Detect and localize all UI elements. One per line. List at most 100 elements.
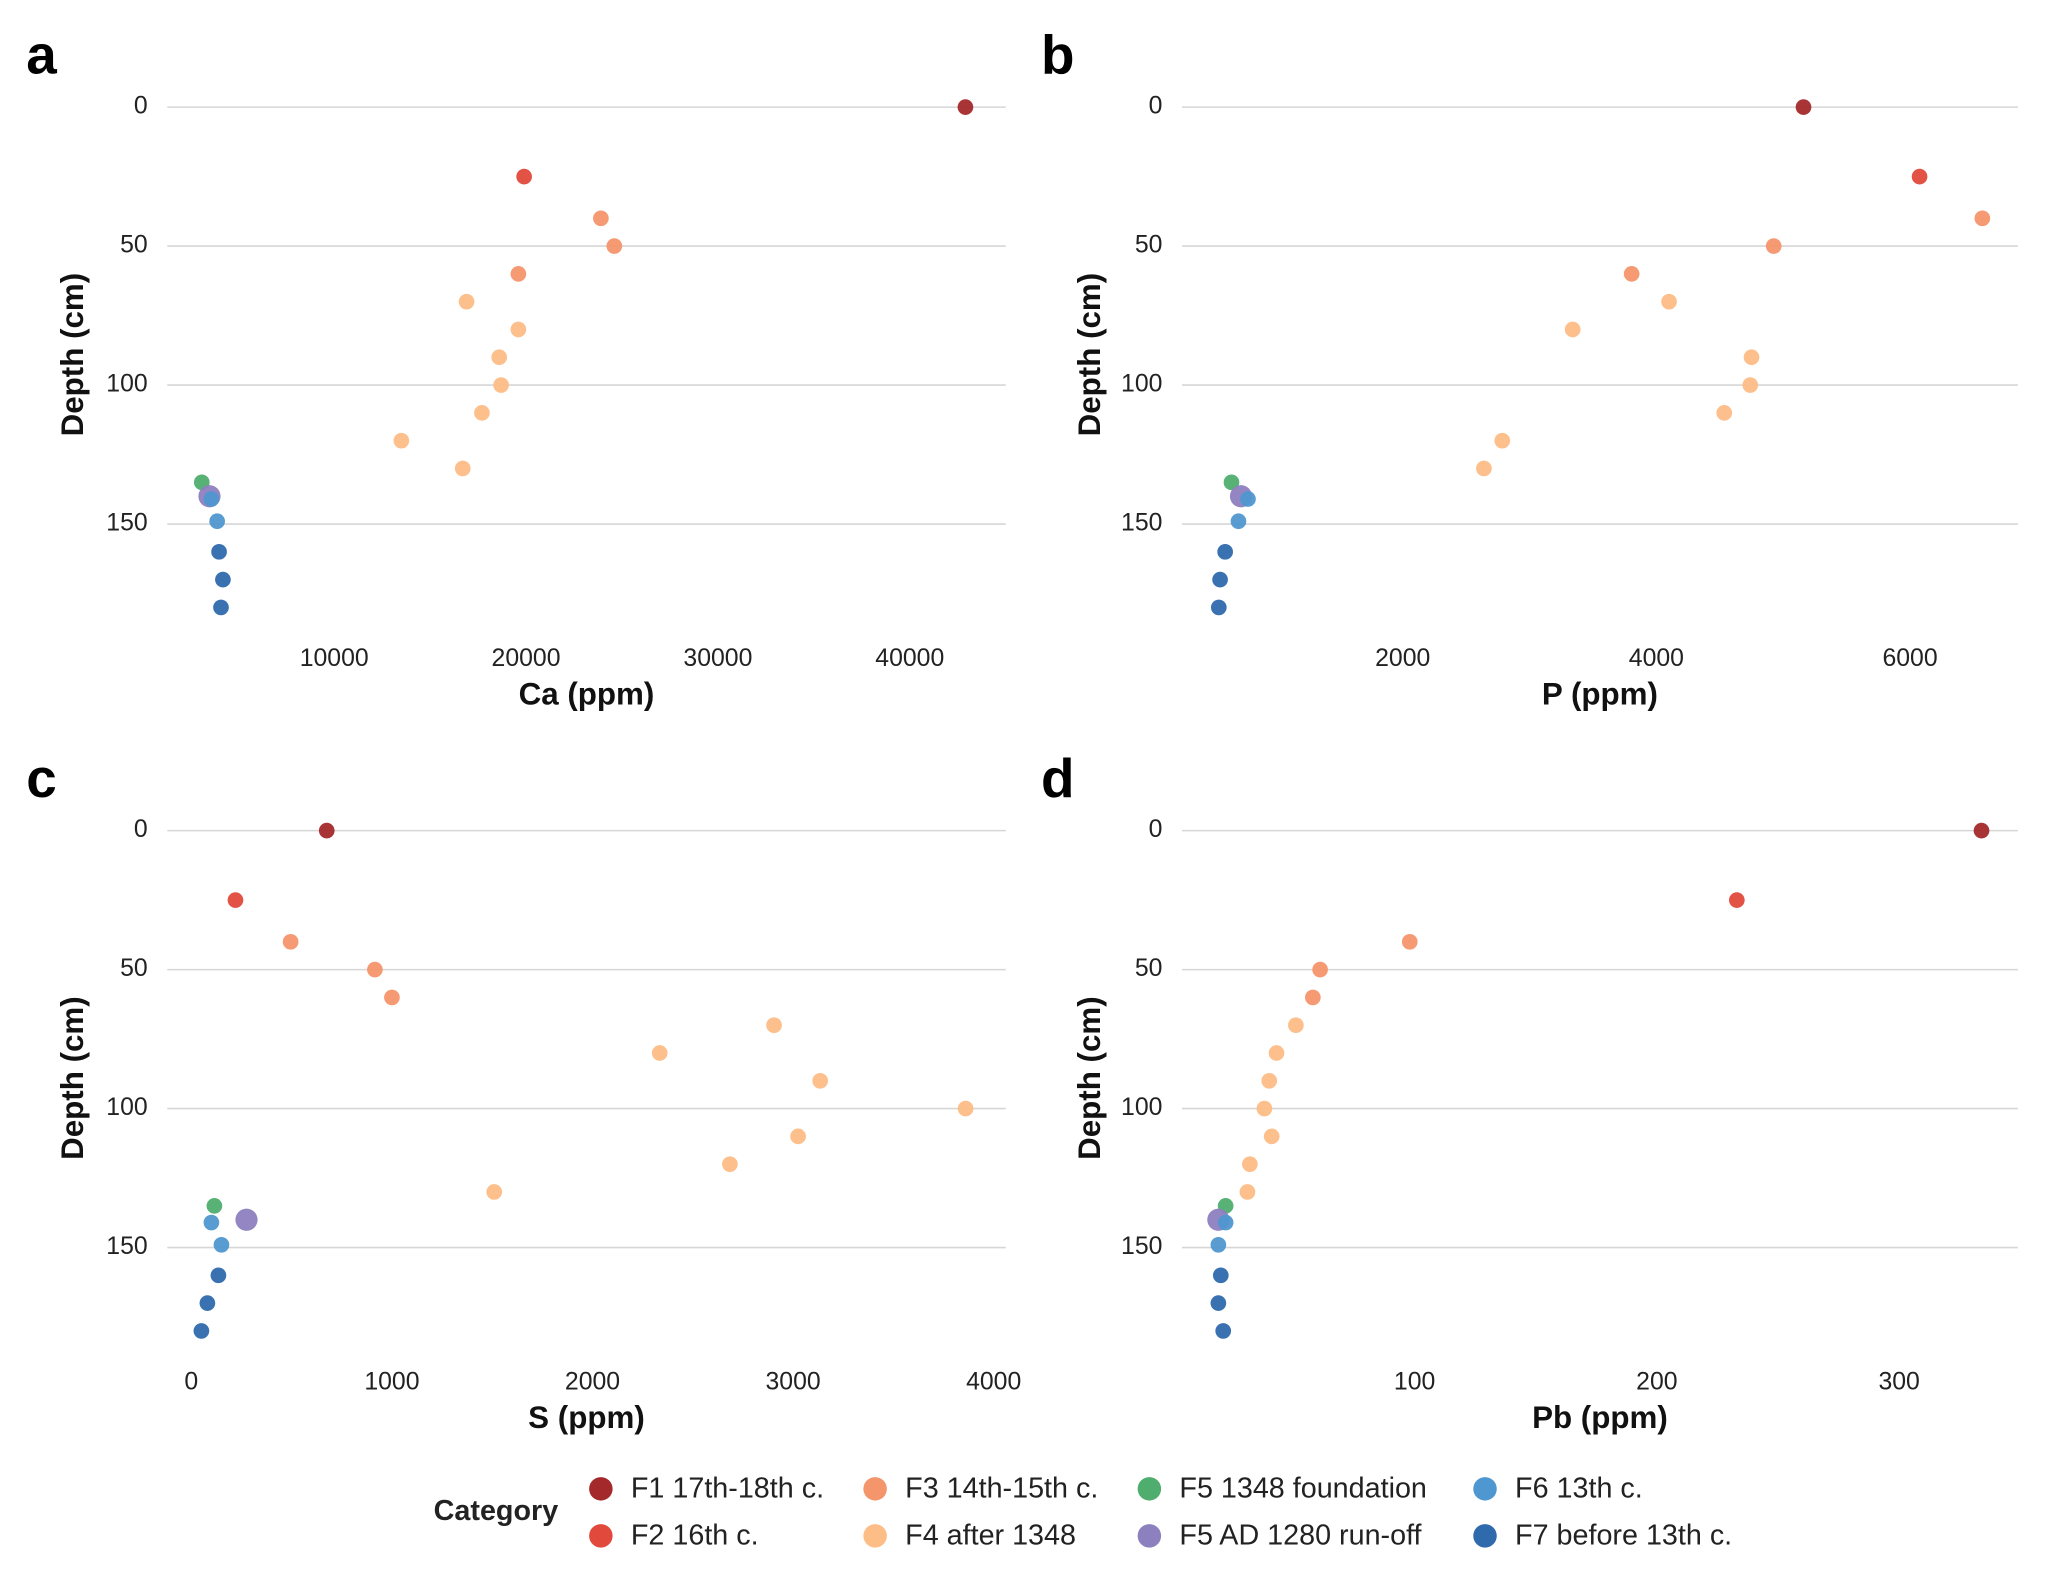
point — [510, 266, 527, 282]
point — [1263, 1128, 1280, 1145]
point — [593, 210, 609, 227]
point — [1743, 349, 1760, 366]
point — [957, 99, 974, 115]
x-tick-label: 3000 — [766, 1369, 821, 1396]
point — [1795, 99, 1812, 115]
point — [606, 238, 623, 254]
x-tick-label: 20000 — [492, 645, 561, 672]
legend-marker — [1473, 1477, 1497, 1501]
x-tick-label: 4000 — [966, 1369, 1021, 1396]
point — [1215, 1323, 1232, 1339]
point — [235, 1208, 258, 1231]
legend-marker — [1137, 1524, 1162, 1548]
point — [206, 1198, 223, 1214]
legend-title: Category — [434, 1495, 559, 1527]
y-tick-label: 100 — [1121, 371, 1162, 398]
point — [1239, 1184, 1256, 1200]
panel-letter: c — [26, 747, 57, 809]
point — [1223, 474, 1240, 491]
point — [1256, 1100, 1273, 1117]
point — [384, 989, 400, 1006]
point — [1242, 1156, 1258, 1173]
y-tick-label: 150 — [1121, 510, 1162, 537]
x-tick-label: 30000 — [683, 645, 752, 672]
point — [199, 1295, 216, 1311]
point — [1476, 460, 1492, 477]
x-tick-label: 1000 — [364, 1369, 419, 1396]
x-axis-label: Ca (ppm) — [519, 676, 655, 711]
y-tick-label: 150 — [1121, 1233, 1162, 1260]
point — [1210, 599, 1227, 616]
x-axis-label: P (ppm) — [1542, 676, 1658, 711]
point — [458, 293, 475, 310]
point — [1217, 1214, 1234, 1231]
y-tick-label: 100 — [106, 1094, 147, 1121]
y-tick-label: 50 — [120, 955, 148, 982]
y-axis-label: Depth (cm) — [55, 273, 90, 437]
point — [1564, 321, 1581, 338]
x-tick-label: 2000 — [1375, 645, 1430, 672]
legend-marker — [589, 1524, 613, 1548]
point — [1728, 892, 1745, 908]
y-axis-label: Depth (cm) — [1072, 273, 1107, 437]
point — [1911, 168, 1928, 185]
y-tick-label: 100 — [1121, 1094, 1162, 1121]
point — [1230, 513, 1247, 530]
legend-marker — [1137, 1477, 1162, 1501]
point — [1210, 1295, 1227, 1311]
x-tick-label: 10000 — [300, 645, 369, 672]
x-tick-label: 2000 — [565, 1369, 620, 1396]
point — [1217, 543, 1233, 560]
point — [193, 1323, 210, 1339]
y-tick-label: 100 — [106, 371, 147, 398]
legend-marker — [1473, 1524, 1497, 1548]
point — [215, 571, 231, 588]
y-tick-label: 0 — [134, 93, 148, 120]
point — [367, 961, 383, 978]
y-tick-label: 50 — [1135, 232, 1163, 259]
point — [1742, 377, 1759, 393]
point — [516, 168, 532, 185]
point — [957, 1100, 974, 1117]
legend-label: F4 after 1348 — [905, 1520, 1076, 1552]
y-tick-label: 50 — [120, 232, 148, 259]
point — [1240, 491, 1256, 507]
point — [203, 491, 220, 507]
point — [1974, 210, 1991, 227]
point — [1494, 432, 1511, 449]
legend-label: F3 14th-15th c. — [905, 1473, 1098, 1505]
point — [211, 543, 227, 560]
panel-letter: d — [1041, 747, 1075, 809]
x-tick-label: 100 — [1394, 1369, 1435, 1396]
point — [393, 432, 410, 449]
point — [1312, 961, 1328, 978]
point — [318, 822, 335, 839]
point — [1212, 571, 1228, 588]
point — [282, 933, 299, 950]
y-tick-label: 150 — [106, 1233, 147, 1260]
point — [474, 405, 490, 421]
point — [1305, 989, 1321, 1006]
x-tick-label: 200 — [1636, 1369, 1677, 1396]
x-tick-label: 300 — [1878, 1369, 1919, 1396]
point — [1765, 238, 1782, 254]
legend-label: F5 1348 foundation — [1179, 1473, 1427, 1505]
point — [491, 349, 508, 366]
y-tick-label: 0 — [1149, 816, 1163, 843]
legend-marker — [589, 1477, 613, 1501]
y-axis-label: Depth (cm) — [55, 996, 90, 1160]
point — [1623, 266, 1640, 282]
x-tick-label: 40000 — [875, 645, 944, 672]
point — [1661, 293, 1677, 310]
point — [203, 1214, 220, 1231]
x-axis-label: Pb (ppm) — [1532, 1400, 1668, 1435]
point — [213, 599, 229, 616]
point — [210, 1267, 227, 1284]
x-tick-label: 6000 — [1882, 645, 1937, 672]
point — [486, 1184, 503, 1200]
x-tick-label: 0 — [184, 1369, 198, 1396]
point — [1401, 933, 1418, 950]
legend-label: F2 16th c. — [631, 1520, 759, 1552]
